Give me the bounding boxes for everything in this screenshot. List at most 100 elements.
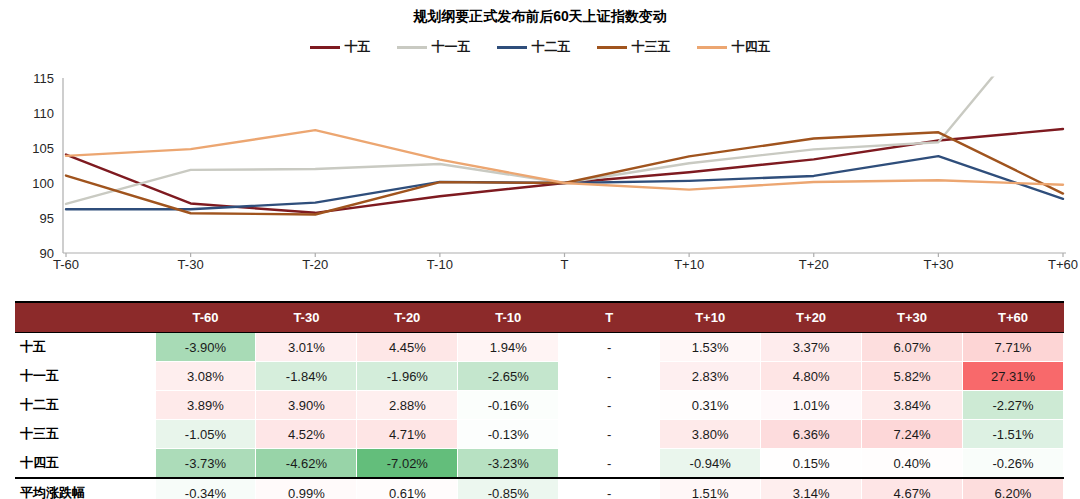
value-cell: 1.51% (660, 478, 761, 499)
value-cell: 1.94% (458, 333, 559, 362)
column-header: T-30 (256, 302, 357, 333)
chart-legend: 十五 十一五 十二五 十三五 十四五 (0, 38, 1080, 56)
x-tick-label: T+60 (1048, 257, 1078, 272)
value-cell: 3.14% (761, 478, 862, 499)
value-cell: 1.53% (660, 333, 761, 362)
value-cell: 6.20% (963, 478, 1064, 499)
legend-label: 十四五 (732, 38, 771, 56)
x-tick-label: T+20 (799, 257, 829, 272)
legend-item: 十三五 (597, 38, 671, 56)
data-table: T-60T-30T-20T-10TT+10T+20T+30T+60 十五-3.9… (15, 301, 1064, 499)
column-header: T+10 (660, 302, 761, 333)
x-tick-label: T-20 (302, 257, 328, 272)
value-cell: 6.36% (761, 420, 862, 449)
legend-line-swatch (597, 46, 627, 49)
table-body: 十五-3.90%3.01%4.45%1.94%-1.53%3.37%6.07%7… (15, 333, 1064, 499)
value-cell: -1.96% (357, 362, 458, 391)
column-header: T-20 (357, 302, 458, 333)
y-tick-label: 90 (40, 246, 54, 261)
value-cell: 0.61% (357, 478, 458, 499)
value-cell: 1.01% (761, 391, 862, 420)
value-cell: -7.02% (357, 449, 458, 479)
column-header: T+60 (963, 302, 1064, 333)
column-header: T+30 (862, 302, 963, 333)
column-header: T-60 (155, 302, 256, 333)
value-cell: 3.08% (155, 362, 256, 391)
row-label: 十三五 (15, 420, 155, 449)
header-corner-cell (15, 302, 155, 333)
row-label: 十二五 (15, 391, 155, 420)
value-cell: 4.52% (256, 420, 357, 449)
value-cell: -1.05% (155, 420, 256, 449)
chart-title: 规划纲要正式发布前后60天上证指数变动 (0, 8, 1080, 26)
value-cell: -0.13% (458, 420, 559, 449)
legend-item: 十四五 (697, 38, 771, 56)
value-cell: 27.31% (963, 362, 1064, 391)
legend-label: 十三五 (632, 38, 671, 56)
summary-row: 平均涨跌幅-0.34%0.99%0.61%-0.85%-1.51%3.14%4.… (15, 478, 1064, 499)
value-cell: 5.82% (862, 362, 963, 391)
x-tick-label: T-30 (178, 257, 204, 272)
row-label: 十一五 (15, 362, 155, 391)
value-cell: 0.15% (761, 449, 862, 479)
value-cell: 0.40% (862, 449, 963, 479)
table-header: T-60T-30T-20T-10TT+10T+20T+30T+60 (15, 302, 1064, 333)
value-cell: 3.84% (862, 391, 963, 420)
value-cell: - (559, 391, 660, 420)
value-cell: 6.07% (862, 333, 963, 362)
y-tick-label: 95 (40, 211, 54, 226)
value-cell: - (559, 420, 660, 449)
value-cell: 2.88% (357, 391, 458, 420)
table-row: 十二五3.89%3.90%2.88%-0.16%-0.31%1.01%3.84%… (15, 391, 1064, 420)
value-cell: -0.85% (458, 478, 559, 499)
legend-label: 十一五 (432, 38, 471, 56)
x-tick-label: T-10 (427, 257, 453, 272)
table-row: 十五-3.90%3.01%4.45%1.94%-1.53%3.37%6.07%7… (15, 333, 1064, 362)
legend-line-swatch (497, 46, 527, 49)
legend-label: 十二五 (532, 38, 571, 56)
header-row: T-60T-30T-20T-10TT+10T+20T+30T+60 (15, 302, 1064, 333)
x-tick-label: T (561, 257, 569, 272)
value-cell: 3.90% (256, 391, 357, 420)
value-cell: -3.90% (155, 333, 256, 362)
value-cell: - (559, 478, 660, 499)
value-cell: 0.31% (660, 391, 761, 420)
line-chart: 9095100105110115T-60T-30T-20T-10TT+10T+2… (0, 68, 1080, 283)
column-header: T-10 (458, 302, 559, 333)
legend-line-swatch (697, 46, 727, 49)
legend-item: 十二五 (497, 38, 571, 56)
table-row: 十三五-1.05%4.52%4.71%-0.13%-3.80%6.36%7.24… (15, 420, 1064, 449)
value-cell: -1.51% (963, 420, 1064, 449)
x-tick-label: T-60 (53, 257, 79, 272)
value-cell: - (559, 449, 660, 479)
value-cell: 4.80% (761, 362, 862, 391)
value-cell: - (559, 333, 660, 362)
value-cell: -2.27% (963, 391, 1064, 420)
y-tick-label: 105 (32, 141, 54, 156)
value-cell: 3.01% (256, 333, 357, 362)
x-tick-label: T+30 (923, 257, 953, 272)
y-tick-label: 115 (33, 71, 54, 86)
value-cell: 0.99% (256, 478, 357, 499)
row-label: 十五 (15, 333, 155, 362)
column-header: T (559, 302, 660, 333)
value-cell: 7.24% (862, 420, 963, 449)
value-cell: -2.65% (458, 362, 559, 391)
table-wrap: T-60T-30T-20T-10TT+10T+20T+30T+60 十五-3.9… (15, 301, 1064, 499)
legend-label: 十五 (345, 38, 371, 56)
legend-item: 十五 (310, 38, 371, 56)
value-cell: -1.84% (256, 362, 357, 391)
value-cell: -0.34% (155, 478, 256, 499)
value-cell: 4.71% (357, 420, 458, 449)
y-tick-label: 110 (33, 106, 54, 121)
value-cell: 2.83% (660, 362, 761, 391)
value-cell: -0.94% (660, 449, 761, 479)
report-figure: 规划纲要正式发布前后60天上证指数变动 十五十一五十二五十三五十四五 90951… (0, 0, 1080, 499)
table-row: 十一五3.08%-1.84%-1.96%-2.65%-2.83%4.80%5.8… (15, 362, 1064, 391)
value-cell: -3.73% (155, 449, 256, 479)
value-cell: -0.16% (458, 391, 559, 420)
value-cell: -3.23% (458, 449, 559, 479)
value-cell: 3.89% (155, 391, 256, 420)
value-cell: 3.37% (761, 333, 862, 362)
column-header: T+20 (761, 302, 862, 333)
